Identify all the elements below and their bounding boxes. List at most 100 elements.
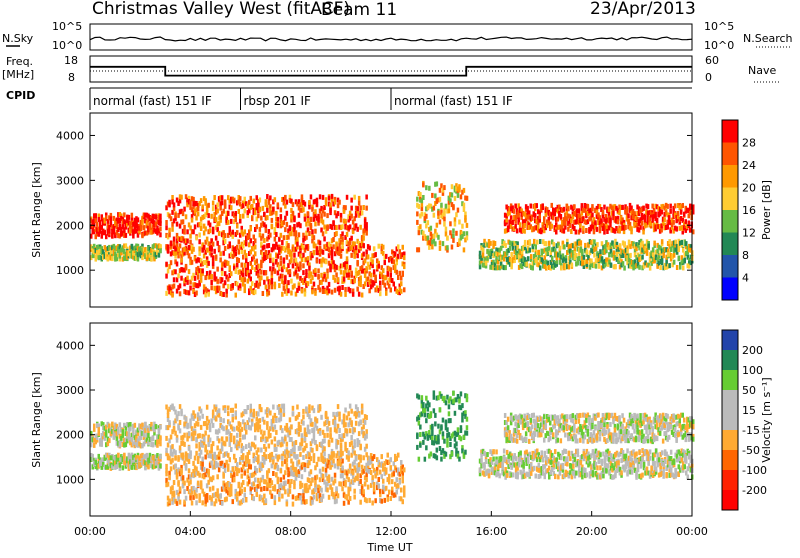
echo-cell: [274, 487, 277, 492]
echo-cell: [275, 472, 278, 477]
echo-cell: [238, 482, 241, 487]
echo-cell: [256, 224, 259, 229]
echo-cell: [388, 474, 391, 479]
echo-cell: [393, 282, 396, 287]
echo-cell: [368, 246, 371, 251]
echo-cell: [209, 427, 212, 432]
echo-cell: [183, 442, 186, 447]
echo-cell: [244, 197, 247, 202]
echo-cell: [445, 227, 448, 232]
echo-cell: [170, 435, 173, 440]
echo-cell: [325, 259, 328, 264]
echo-cell: [314, 480, 317, 485]
echo-cell: [180, 258, 183, 263]
echo-cell: [296, 242, 299, 247]
echo-cell: [222, 292, 225, 297]
echo-cell: [210, 449, 213, 454]
echo-cell: [337, 211, 340, 216]
echo-cell: [159, 232, 162, 237]
echo-cell: [337, 493, 340, 498]
echo-cell: [218, 408, 221, 413]
echo-cell: [174, 269, 177, 274]
echo-cell: [579, 223, 582, 228]
colorbar-swatch: [722, 255, 738, 278]
echo-cell: [244, 263, 247, 268]
echo-cell: [117, 427, 120, 432]
echo-cell: [331, 255, 334, 260]
echo-cell: [289, 269, 292, 274]
echo-cell: [434, 241, 437, 246]
echo-cell: [251, 265, 254, 270]
echo-cell: [334, 464, 337, 469]
echo-cell: [334, 288, 337, 293]
echo-cell: [204, 455, 207, 460]
echo-cell: [302, 263, 305, 268]
echo-cell: [245, 241, 248, 246]
echo-cell: [227, 406, 230, 411]
echo-cell: [532, 266, 535, 271]
echo-cell: [292, 202, 295, 207]
echo-cell: [370, 273, 373, 278]
echo-cell: [390, 465, 393, 470]
echo-cell: [281, 461, 284, 466]
echo-cell: [373, 482, 376, 487]
echo-cell: [224, 204, 227, 209]
echo-cell: [173, 480, 176, 485]
echo-cell: [463, 207, 466, 212]
echo-cell: [350, 206, 353, 211]
echo-cell: [179, 291, 182, 296]
echo-cell: [227, 211, 230, 216]
echo-cell: [431, 244, 434, 249]
echo-cell: [653, 241, 656, 246]
echo-cell: [609, 218, 612, 223]
echo-cell: [212, 201, 215, 206]
echo-cell: [396, 477, 399, 482]
echo-cell: [251, 281, 254, 286]
echo-cell: [179, 486, 182, 491]
echo-cell: [254, 251, 257, 256]
echo-cell: [626, 249, 629, 254]
echo-cell: [344, 292, 347, 297]
echo-cell: [416, 220, 419, 225]
echo-cell: [168, 228, 171, 233]
echo-cell: [388, 490, 391, 495]
echo-cell: [559, 246, 562, 251]
echo-cell: [685, 219, 688, 224]
echo-cell: [263, 280, 266, 285]
echo-cell: [526, 206, 529, 211]
echo-cell: [359, 275, 362, 280]
echo-cell: [218, 467, 221, 472]
echo-cell: [542, 205, 545, 210]
echo-cell: [649, 266, 652, 271]
echo-cell: [256, 492, 259, 497]
echo-cell: [221, 195, 224, 200]
echo-cell: [275, 232, 278, 237]
nsearch-tick-bottom: 10^0: [704, 39, 734, 52]
echo-cell: [458, 220, 461, 225]
echo-cell: [403, 255, 406, 260]
echo-cell: [660, 210, 663, 215]
echo-cell: [283, 259, 286, 264]
echo-cell: [627, 213, 630, 218]
echo-cell: [353, 278, 356, 283]
echo-cell: [331, 250, 334, 255]
echo-cell: [280, 207, 283, 212]
echo-cell: [598, 264, 601, 269]
echo-cell: [304, 202, 307, 207]
echo-cell: [292, 263, 295, 268]
echo-cell: [284, 470, 287, 475]
echo-cell: [265, 285, 268, 290]
echo-cell: [313, 242, 316, 247]
echo-cell: [600, 218, 603, 223]
echo-cell: [198, 246, 201, 251]
echo-cell: [293, 253, 296, 258]
echo-cell: [227, 220, 230, 225]
echo-cell: [376, 471, 379, 476]
echo-cell: [689, 228, 692, 233]
echo-cell: [367, 254, 370, 259]
echo-cell: [239, 196, 242, 201]
echo-cell: [614, 264, 617, 269]
echo-cell: [302, 493, 305, 498]
echo-cell: [439, 246, 442, 251]
echo-cell: [308, 200, 311, 205]
